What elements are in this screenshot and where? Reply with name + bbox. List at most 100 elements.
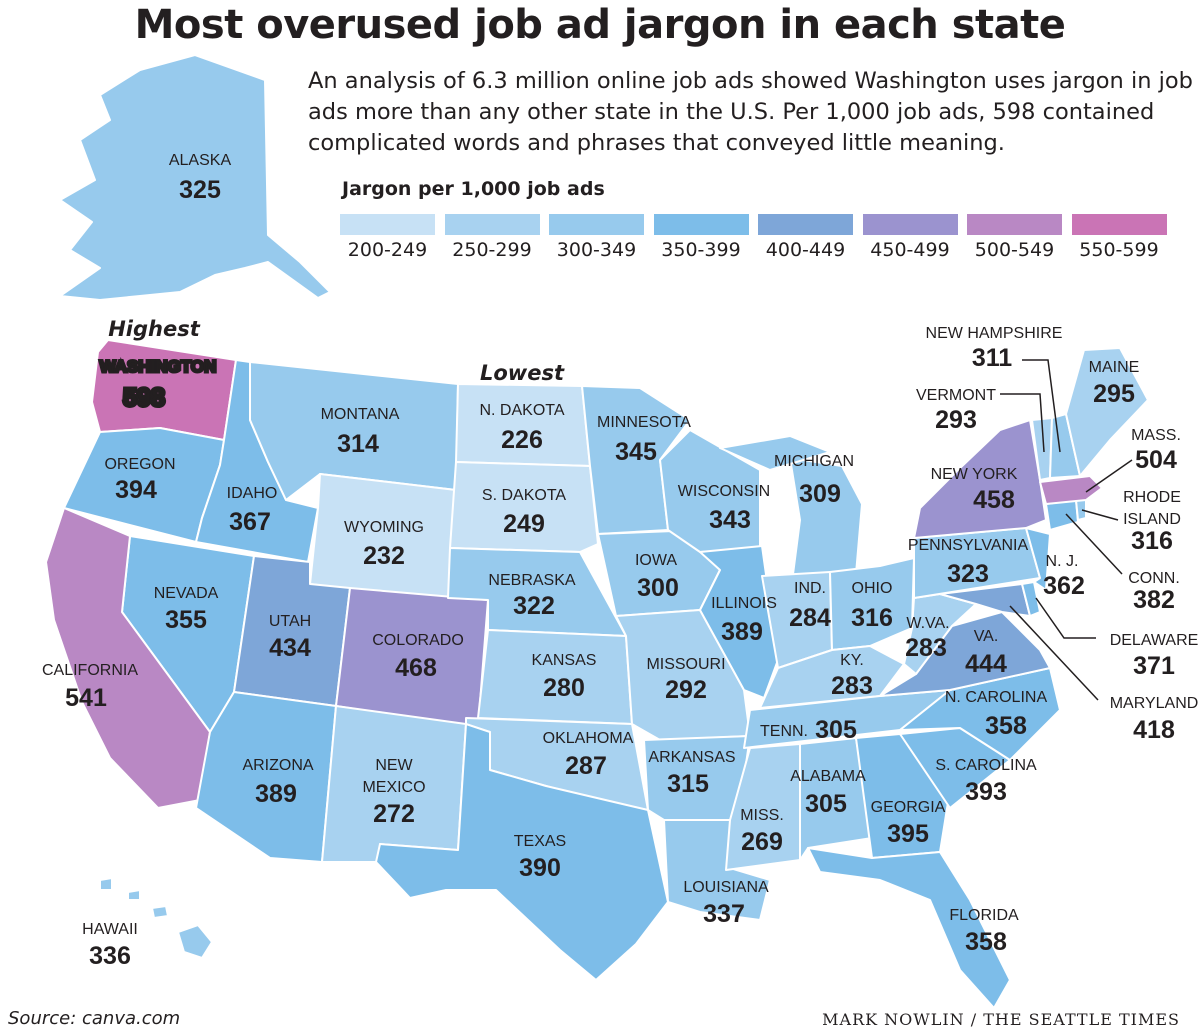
state-name-tennessee: TENN. [760,723,808,740]
state-value-alaska: 325 [179,176,221,204]
state-name-alabama: ALABAMA [790,768,866,785]
state-name-nebraska: NEBRASKA [488,572,575,589]
state-value-washington: 598 [123,384,165,412]
state-massachusetts [1039,475,1103,505]
legend-swatch [967,214,1062,235]
state-name-washington: WASHINGTON [100,357,217,376]
state-value-california: 541 [65,684,107,712]
state-value-ncarolina: 358 [985,712,1027,740]
state-name-kansas: KANSAS [532,652,597,669]
state-value-sdakota: 249 [503,510,545,538]
state-name-mississippi: MISS. [740,807,784,824]
legend-item: 400-449 [758,214,853,261]
legend-label: 250-299 [452,239,532,261]
state-name-ncarolina: N. CAROLINA [945,689,1048,706]
state-name-maryland: MARYLAND [1110,695,1199,712]
state-value-oklahoma: 287 [565,752,607,780]
state-value-alabama: 305 [805,790,847,818]
state-value-idaho: 367 [229,508,271,536]
state-name-montana: MONTANA [321,406,400,423]
state-value-missouri: 292 [665,676,707,704]
state-value-scarolina: 393 [965,778,1007,806]
state-value-hawaii: 336 [89,942,131,970]
state-name-texas: TEXAS [514,833,566,850]
legend-swatch [653,214,749,235]
state-wyoming [309,473,457,603]
state-value-tennessee: 305 [815,716,857,744]
legend-swatch [340,214,435,235]
state-maine [1065,347,1149,477]
state-name-wisconsin: WISCONSIN [678,483,770,500]
legend-swatch [862,214,958,235]
state-value-connecticut: 382 [1133,586,1175,614]
state-name-newmexico: NEW MEXICO [362,757,425,796]
state-name-delaware: DELAWARE [1110,632,1199,649]
state-value-massachusetts: 504 [1135,446,1177,474]
state-name-wyoming: WYOMING [344,519,424,536]
state-michigan-up [719,435,831,471]
state-name-newhampshire: NEW HAMPSHIRE [926,325,1063,342]
state-name-arkansas: ARKANSAS [648,749,735,766]
state-value-illinois: 389 [721,618,763,646]
state-maryland [939,583,1031,617]
state-hawaii [177,924,213,959]
state-name-idaho: IDAHO [227,485,278,502]
state-value-montana: 314 [337,430,379,458]
state-name-arizona: ARIZONA [242,757,313,774]
state-name-nevada: NEVADA [154,585,219,602]
state-value-rhodeisland: 316 [1131,527,1173,555]
legend-swatch [549,214,644,235]
legend-swatch [1071,214,1167,235]
state-illinois [699,545,779,699]
state-michigan [789,457,863,583]
state-name-oklahoma: OKLAHOMA [543,730,634,747]
state-hawaii-kauai [99,877,113,891]
state-value-oregon: 394 [115,476,157,504]
state-name-newyork: NEW YORK [931,466,1018,483]
state-name-virginia: VA. [974,628,999,645]
state-name-vermont: VERMONT [916,387,996,404]
state-value-delaware: 371 [1133,652,1175,680]
state-mississippi [725,743,801,871]
state-name-oregon: OREGON [104,456,175,473]
state-alabama [799,737,873,861]
legend-label: 350-399 [661,239,741,261]
leader-new-hampshire [1022,359,1061,453]
state-hawaii-maui [151,905,169,919]
legend-label: 500-549 [974,239,1055,261]
state-name-georgia: GEORGIA [871,799,946,816]
legend-label: 200-249 [347,239,428,261]
state-name-hawaii: HAWAII [82,921,138,938]
state-name-michigan: MICHIGAN [774,453,854,470]
legend-item: 500-549 [967,214,1062,261]
state-alaska [59,54,331,301]
state-name-colorado: COLORADO [372,632,464,649]
state-value-louisiana: 337 [703,900,745,928]
state-texas [375,723,669,981]
leader-conn [1065,513,1123,575]
leader-vermont [1000,393,1045,453]
state-newjersey [1025,527,1051,591]
legend-swatch [444,214,540,235]
state-name-iowa: IOWA [635,552,677,569]
state-name-illinois: ILLINOIS [711,595,777,612]
legend-label: 550-599 [1079,239,1159,261]
state-name-maine: MAINE [1089,359,1140,376]
state-name-ndakota: N. DAKOTA [479,402,564,419]
state-delaware [1021,581,1041,617]
state-name-ohio: OHIO [852,580,893,597]
state-name-minnesota: MINNESOTA [597,414,691,431]
state-name-wvirginia: W.VA. [906,615,949,632]
state-name-missouri: MISSOURI [646,656,725,673]
state-florida [807,847,1011,1009]
state-value-virginia: 444 [965,650,1007,678]
state-value-ohio: 316 [851,604,893,632]
state-value-utah: 434 [269,634,311,662]
state-name-florida: FLORIDA [949,907,1019,924]
state-value-mississippi: 269 [741,828,783,856]
state-value-pennsylvania: 323 [947,560,989,588]
state-value-wyoming: 232 [363,542,405,570]
state-value-arkansas: 315 [667,770,709,798]
state-value-texas: 390 [519,854,561,882]
